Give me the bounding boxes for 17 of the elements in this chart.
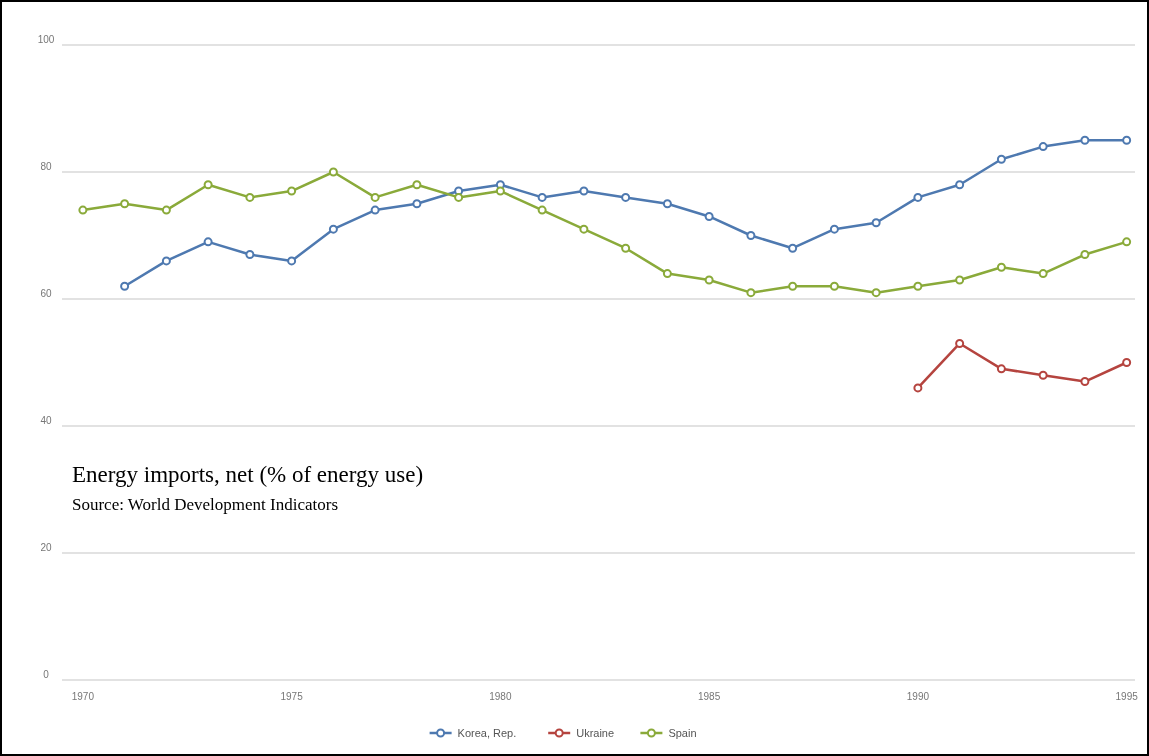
y-tick-label: 100 xyxy=(37,34,55,45)
legend-label: Korea, Rep. xyxy=(457,727,517,739)
x-tick-label: 1995 xyxy=(1115,691,1139,702)
x-tick-label: 1985 xyxy=(698,691,721,702)
x-tick-label: 1980 xyxy=(489,691,512,702)
text: Energy imports, net (% of energy use) xyxy=(72,462,424,487)
annotation: Source: World Development Indicators xyxy=(72,495,338,514)
y-tick-label: 0 xyxy=(43,669,50,680)
y-tick-label: 80 xyxy=(40,161,52,172)
legend-label: Spain xyxy=(668,727,697,739)
y-tick-label: 20 xyxy=(40,542,52,553)
y-tick-label: 60 xyxy=(40,288,52,299)
x-tick-label: 1975 xyxy=(280,691,304,702)
x-tick-label: 1970 xyxy=(71,691,95,702)
x-tick-label: 1990 xyxy=(906,691,930,702)
legend-label: Ukraine xyxy=(576,727,615,739)
y-tick-label: 40 xyxy=(40,415,52,426)
